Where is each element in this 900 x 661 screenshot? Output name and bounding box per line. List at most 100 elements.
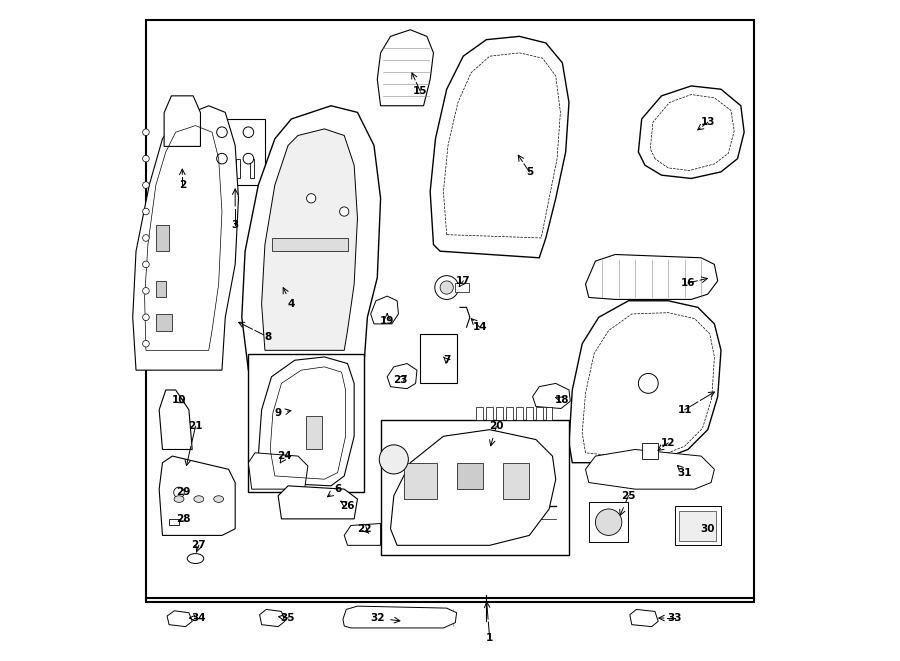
Bar [476,407,483,420]
Polygon shape [248,453,308,489]
Text: 32: 32 [370,613,384,623]
Circle shape [142,288,149,294]
Bar [156,281,166,297]
Bar [223,159,227,178]
Polygon shape [569,301,721,463]
Polygon shape [242,106,381,383]
Text: 29: 29 [176,487,191,498]
Bar [420,334,456,383]
Text: 22: 22 [356,524,372,534]
Text: 1: 1 [486,633,493,643]
Text: 25: 25 [621,490,635,501]
Bar [272,238,347,251]
Text: 19: 19 [380,315,394,326]
Ellipse shape [213,496,223,502]
Text: 24: 24 [277,451,292,461]
Circle shape [243,127,254,137]
Polygon shape [167,611,193,627]
Text: 10: 10 [172,395,186,405]
Text: 9: 9 [274,408,282,418]
Bar [503,463,529,499]
Circle shape [217,153,227,164]
Bar [589,502,628,542]
Text: 4: 4 [288,299,295,309]
Text: 5: 5 [526,167,533,177]
Text: 21: 21 [188,421,202,432]
Text: 17: 17 [456,276,471,286]
Circle shape [142,208,149,215]
Polygon shape [377,30,434,106]
Polygon shape [278,486,357,519]
Circle shape [142,340,149,347]
Bar [680,511,716,541]
Text: 26: 26 [340,500,355,511]
Polygon shape [343,606,456,628]
Ellipse shape [174,496,184,502]
Text: 6: 6 [334,484,341,494]
Polygon shape [164,96,201,147]
Polygon shape [430,36,569,258]
Bar [506,407,513,420]
Polygon shape [586,449,715,489]
Circle shape [435,276,459,299]
Bar [496,407,503,420]
Text: 11: 11 [678,405,692,415]
Circle shape [174,487,184,498]
Bar [306,416,322,449]
Text: 15: 15 [413,86,428,97]
Bar [381,420,569,555]
Text: 14: 14 [472,322,487,332]
Polygon shape [262,129,357,350]
Text: 28: 28 [176,514,191,524]
Text: 33: 33 [668,613,682,623]
Bar [545,407,553,420]
Circle shape [243,153,254,164]
Text: 23: 23 [393,375,408,385]
Circle shape [142,235,149,241]
Circle shape [440,281,454,294]
Bar [642,443,658,459]
Circle shape [638,373,658,393]
Text: 13: 13 [700,117,715,128]
Circle shape [142,182,149,188]
Polygon shape [387,364,417,389]
Polygon shape [258,357,355,486]
Polygon shape [391,430,556,545]
Polygon shape [371,296,399,324]
Circle shape [217,127,227,137]
Text: 20: 20 [489,421,503,432]
Bar [486,407,493,420]
Text: 27: 27 [192,540,206,551]
Text: 12: 12 [661,438,675,448]
Polygon shape [638,86,744,178]
Ellipse shape [187,554,203,563]
Bar [209,119,265,185]
Bar [675,506,721,545]
Bar [249,159,254,178]
Text: 7: 7 [443,355,450,366]
Circle shape [339,207,349,216]
Polygon shape [344,524,381,545]
Circle shape [596,509,622,535]
Polygon shape [630,609,658,627]
Text: 8: 8 [265,332,272,342]
Circle shape [142,261,149,268]
Text: 18: 18 [555,395,570,405]
Circle shape [142,129,149,136]
Text: 30: 30 [700,524,715,534]
Text: 35: 35 [281,613,295,623]
Bar [526,407,533,420]
Bar [169,519,179,525]
Text: 2: 2 [179,180,186,190]
Bar [156,225,169,251]
Bar [237,159,240,178]
Text: 31: 31 [678,467,692,478]
Bar [156,314,173,330]
Polygon shape [259,609,284,627]
Polygon shape [159,456,235,535]
Circle shape [142,155,149,162]
Bar [536,407,543,420]
Bar [456,463,483,489]
Polygon shape [586,254,717,299]
Polygon shape [323,490,349,512]
